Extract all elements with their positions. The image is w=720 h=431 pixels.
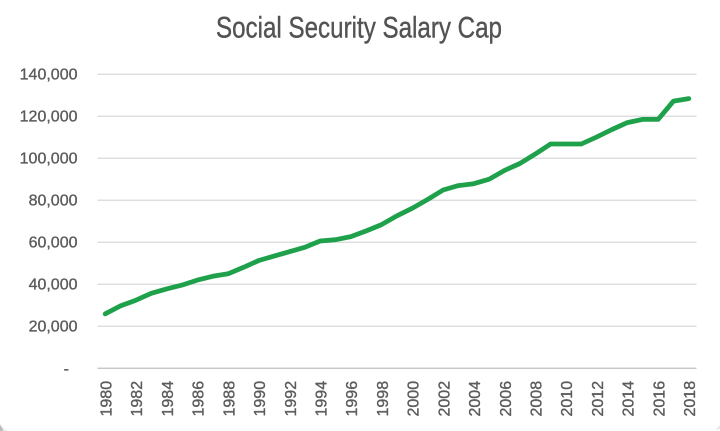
svg-text:100,000: 100,000 [20, 151, 78, 168]
svg-text:1996: 1996 [344, 381, 361, 417]
svg-text:2008: 2008 [529, 381, 546, 417]
svg-text:1988: 1988 [221, 381, 238, 417]
svg-text:2012: 2012 [590, 381, 607, 417]
svg-text:1992: 1992 [283, 381, 300, 417]
svg-text:140,000: 140,000 [20, 67, 78, 84]
svg-text:80,000: 80,000 [29, 193, 78, 210]
svg-text:2014: 2014 [621, 381, 638, 417]
svg-text:2006: 2006 [498, 381, 515, 417]
svg-text:20,000: 20,000 [29, 319, 78, 336]
svg-text:120,000: 120,000 [20, 109, 78, 126]
svg-text:1994: 1994 [314, 381, 331, 417]
svg-text:1990: 1990 [252, 381, 269, 417]
svg-text:2010: 2010 [559, 381, 576, 417]
svg-text:60,000: 60,000 [29, 235, 78, 252]
svg-text:1982: 1982 [129, 381, 146, 417]
svg-text:-: - [64, 361, 69, 378]
svg-text:2002: 2002 [436, 381, 453, 417]
svg-text:Social Security Salary Cap: Social Security Salary Cap [216, 12, 502, 45]
svg-text:2018: 2018 [682, 381, 699, 417]
svg-text:2016: 2016 [651, 381, 668, 417]
svg-text:1984: 1984 [160, 381, 177, 417]
svg-text:1986: 1986 [191, 381, 208, 417]
svg-text:1980: 1980 [99, 381, 116, 417]
svg-text:40,000: 40,000 [29, 277, 78, 294]
svg-text:2004: 2004 [467, 381, 484, 417]
svg-text:2000: 2000 [406, 381, 423, 417]
svg-text:1998: 1998 [375, 381, 392, 417]
